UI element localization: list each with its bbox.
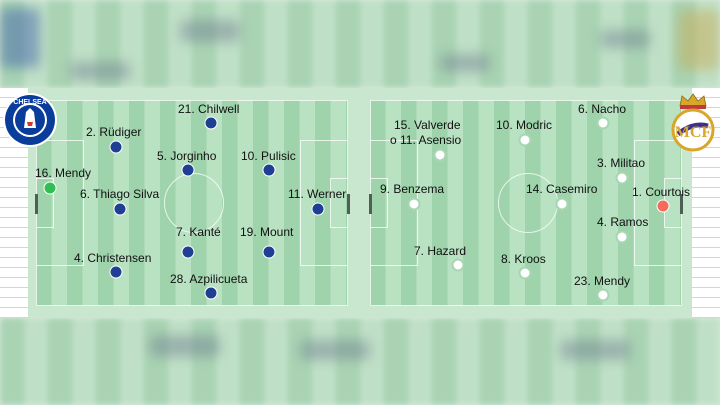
goal-chelsea-right	[347, 194, 350, 214]
player-dot[interactable]	[204, 116, 218, 130]
player-label: 7. Kanté	[176, 225, 221, 239]
goal-right	[680, 194, 683, 214]
player-dot[interactable]	[262, 245, 276, 259]
player-dot[interactable]	[407, 197, 421, 211]
player-label: 19. Mount	[240, 225, 294, 239]
player-dot[interactable]	[555, 197, 569, 211]
player-label: o 11. Asensio	[390, 133, 462, 147]
player-dot[interactable]	[518, 133, 532, 147]
blurred-crest-ghost-left	[0, 8, 40, 68]
player-dot[interactable]	[113, 202, 127, 216]
chelsea-pitch	[36, 100, 348, 306]
player-dot[interactable]	[43, 181, 57, 195]
goal-madrid-left	[369, 194, 372, 214]
player-label: 7. Hazard	[414, 244, 467, 258]
player-dot[interactable]	[451, 258, 465, 272]
player-dot[interactable]	[311, 202, 325, 216]
svg-text:MCF: MCF	[675, 124, 712, 141]
player-dot[interactable]	[109, 140, 123, 154]
player-label: 6. Nacho	[578, 102, 627, 116]
center-circle	[164, 173, 224, 233]
player-label: 1. Courtois	[632, 185, 691, 199]
player-label: 14. Casemiro	[526, 182, 598, 196]
chelsea-crest-icon: CHELSEA	[3, 93, 57, 147]
player-label: 6. Thiago Silva	[80, 187, 160, 201]
player-dot[interactable]	[181, 163, 195, 177]
player-label: 9. Benzema	[380, 182, 445, 196]
blurred-background-top	[0, 0, 720, 88]
player-label: 3. Militao	[597, 156, 646, 170]
player-label: 11. Werner	[288, 187, 347, 201]
player-dot[interactable]	[109, 265, 123, 279]
player-dot[interactable]	[615, 230, 629, 244]
blurred-text-ghost	[440, 54, 490, 72]
player-label: 15. Valverde	[394, 118, 461, 132]
penalty-box-right	[634, 140, 682, 266]
goal-area-left	[36, 178, 54, 228]
player-dot[interactable]	[656, 199, 670, 213]
player-dot[interactable]	[262, 163, 276, 177]
blurred-text-ghost	[300, 340, 370, 360]
blurred-text-ghost	[560, 340, 630, 360]
player-dot[interactable]	[204, 286, 218, 300]
player-dot[interactable]	[181, 245, 195, 259]
player-dot[interactable]	[596, 288, 610, 302]
blurred-text-ghost	[150, 335, 220, 357]
goal-area-right	[330, 178, 348, 228]
player-label: 10. Pulisic	[241, 149, 296, 163]
player-label: 4. Christensen	[74, 251, 152, 265]
player-dot[interactable]	[518, 266, 532, 280]
goal-left	[35, 194, 38, 214]
goal-area-left	[370, 178, 388, 228]
blurred-background-bottom	[0, 318, 720, 405]
player-label: 16. Mendy	[35, 166, 92, 180]
player-label: 8. Kroos	[501, 252, 546, 266]
player-label: 23. Mendy	[574, 274, 631, 288]
player-label: 21. Chilwell	[178, 102, 240, 116]
blurred-text-ghost	[600, 30, 650, 48]
chelsea-crest-text: CHELSEA	[13, 99, 46, 106]
player-label: 2. Rüdiger	[86, 125, 142, 139]
real-madrid-crest-icon: MCF	[671, 93, 715, 152]
player-label: 5. Jorginho	[157, 149, 217, 163]
penalty-box-left	[36, 140, 84, 266]
player-label: 28. Azpilicueta	[170, 272, 248, 286]
blurred-text-ghost	[70, 62, 130, 80]
blurred-text-ghost	[180, 20, 240, 42]
blurred-crest-ghost-right	[678, 10, 720, 70]
player-dot[interactable]	[433, 148, 447, 162]
penalty-box-right	[300, 140, 348, 266]
player-label: 10. Modric	[496, 118, 553, 132]
player-label: 4. Ramos	[597, 215, 649, 229]
player-dot[interactable]	[615, 171, 629, 185]
player-dot[interactable]	[596, 116, 610, 130]
